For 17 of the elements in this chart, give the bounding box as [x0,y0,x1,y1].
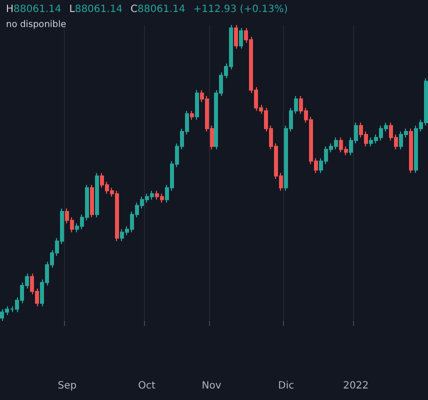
x-tick-label: Oct [138,380,156,392]
text: +112.93 (+0.13%) [193,4,288,15]
text: L88061.14 [69,4,123,15]
x-tick-label: Sep [58,380,77,392]
text: C88061.14 [130,4,186,15]
x-tick-label: 2022 [343,380,369,392]
candlestick [409,128,413,174]
candlestick [239,27,243,50]
x-tick-label: Dic [278,380,294,392]
text: H88061.14 [6,4,62,15]
candlestick [234,24,238,50]
candlestick [195,90,199,120]
annotation: no disponible [6,20,68,30]
candlestick [95,172,99,218]
x-tick-label: Nov [202,380,222,392]
candlestick [90,184,94,218]
candlestick [190,110,194,120]
